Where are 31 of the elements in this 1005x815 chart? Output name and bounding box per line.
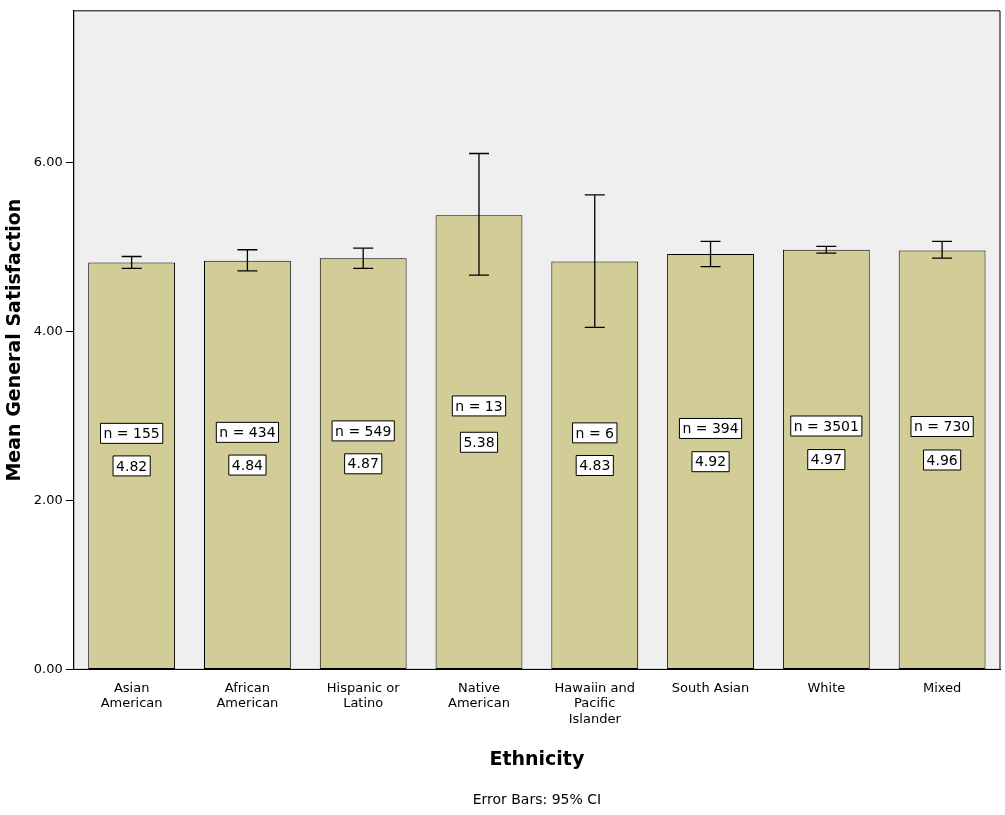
annotation: n = 434 xyxy=(219,424,276,441)
annotation: n = 13 xyxy=(455,397,503,414)
annotation: n = 3501 xyxy=(793,417,859,434)
x-tick-label: African American xyxy=(216,679,279,711)
text: Error Bars: 95% CI xyxy=(472,790,602,807)
x-tick-label: Asian American xyxy=(100,679,163,711)
x-tick-label: White xyxy=(807,679,846,695)
data-label: 4.92 xyxy=(694,453,727,470)
y-axis-title: Mean General Satisfaction xyxy=(2,198,25,482)
data-label: 5.38 xyxy=(463,433,495,450)
annotation: n = 730 xyxy=(913,418,971,435)
x-tick-label: Hawaiin and Pacific Islander xyxy=(554,679,635,726)
data-label: 4.82 xyxy=(116,457,148,474)
x-tick-label: Native American xyxy=(448,679,510,711)
annotation: n = 6 xyxy=(575,424,615,441)
x-tick-label: Mixed xyxy=(922,679,962,695)
data-label: 4.87 xyxy=(347,455,379,472)
y-tick-label: 2.00 xyxy=(33,491,63,507)
y-tick-label: 4.00 xyxy=(33,323,63,339)
x-tick-label: South Asian xyxy=(671,679,750,695)
x-tick-label: Hispanic or Latino xyxy=(326,679,401,711)
y-tick-label: 6.00 xyxy=(33,154,63,170)
data-label: 4.97 xyxy=(810,451,842,468)
annotation: n = 155 xyxy=(103,424,160,441)
data-label: 4.83 xyxy=(579,457,611,474)
x-axis-title: Ethnicity xyxy=(489,746,585,769)
annotation: n = 394 xyxy=(682,420,739,437)
data-label: 4.84 xyxy=(231,456,264,473)
data-label: 4.96 xyxy=(926,451,958,468)
y-tick-label: 0.00 xyxy=(33,660,63,676)
annotation: n = 549 xyxy=(335,422,392,439)
